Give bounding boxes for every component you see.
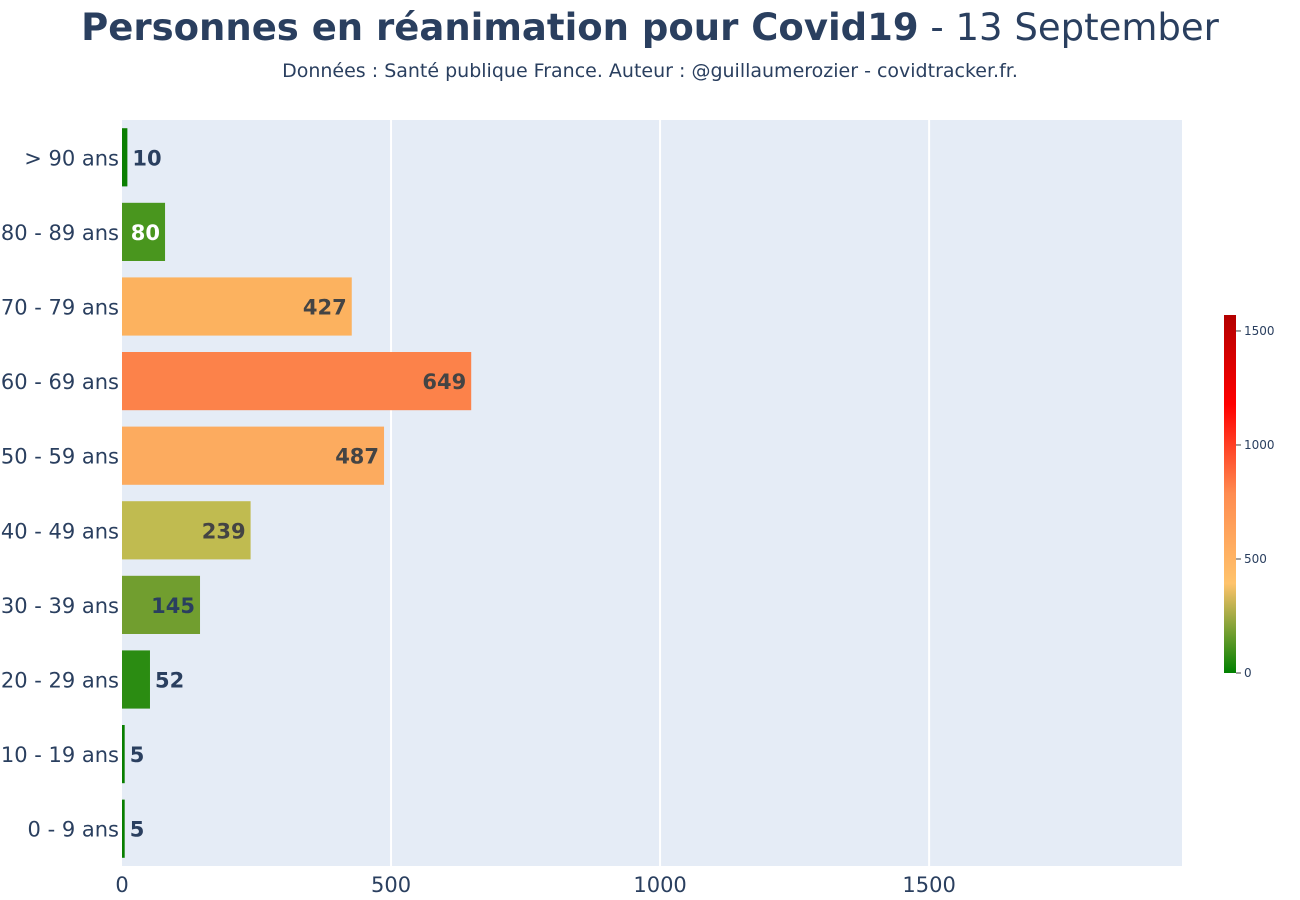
y-tick-label: 0 - 9 ans (28, 818, 119, 842)
bar (122, 426, 385, 485)
bar (122, 501, 251, 560)
colorbar: 0 500 1000 1500 (1224, 315, 1275, 680)
bar-value-label: 145 (151, 594, 195, 618)
bar (122, 352, 472, 411)
x-tick-label: 1000 (633, 873, 686, 897)
y-axis-labels: 0 - 9 ans 10 - 19 ans 20 - 29 ans 30 - 39 a… (1, 146, 119, 841)
chart-title: Personnes en réanimation pour Covid19 - … (0, 6, 1300, 49)
x-tick-label: 500 (371, 873, 411, 897)
bar (122, 202, 166, 261)
x-axis-labels: 0 500 1000 1500 (115, 873, 956, 897)
bar-value-label: 10 (132, 146, 161, 170)
bar-value-label: 5 (130, 743, 145, 767)
colorbar-tick-label: 500 (1244, 552, 1267, 566)
x-tick-label: 1500 (902, 873, 955, 897)
bar (122, 128, 128, 187)
y-tick-label: 70 - 79 ans (1, 296, 119, 320)
bar (122, 650, 150, 709)
bar-value-label: 487 (335, 445, 379, 469)
bar-value-label: 239 (202, 519, 246, 543)
colorbar-tick-label: 0 (1244, 666, 1252, 680)
bars: 5 5 52 145 239 487 649 427 80 10 (122, 128, 472, 858)
y-tick-label: > 90 ans (24, 146, 119, 170)
bar (122, 799, 125, 858)
y-tick-label: 30 - 39 ans (1, 594, 119, 618)
bar-value-label: 649 (422, 370, 466, 394)
y-tick-label: 50 - 59 ans (1, 445, 119, 469)
colorbar-tick-label: 1500 (1244, 324, 1275, 338)
y-tick-label: 20 - 29 ans (1, 669, 119, 693)
chart-subtitle: Données : Santé publique France. Auteur … (282, 60, 1018, 82)
x-tick-label: 0 (115, 873, 128, 897)
colorbar-scale (1224, 315, 1236, 673)
bar-value-label: 80 (131, 221, 160, 245)
y-tick-label: 60 - 69 ans (1, 370, 119, 394)
chart-title-main: Personnes en réanimation pour Covid19 (81, 6, 919, 49)
bar-value-label: 427 (303, 296, 347, 320)
chart-title-date: - 13 September (918, 6, 1219, 49)
bar (122, 575, 201, 634)
y-tick-label: 10 - 19 ans (1, 743, 119, 767)
bar (122, 725, 125, 784)
y-tick-label: 80 - 89 ans (1, 221, 119, 245)
gridlines (390, 120, 931, 866)
bar-value-label: 52 (155, 669, 184, 693)
plot-area (122, 120, 1182, 866)
bar-value-label: 5 (130, 818, 145, 842)
y-tick-label: 40 - 49 ans (1, 519, 119, 543)
bar (122, 277, 352, 336)
colorbar-tick-label: 1000 (1244, 438, 1275, 452)
